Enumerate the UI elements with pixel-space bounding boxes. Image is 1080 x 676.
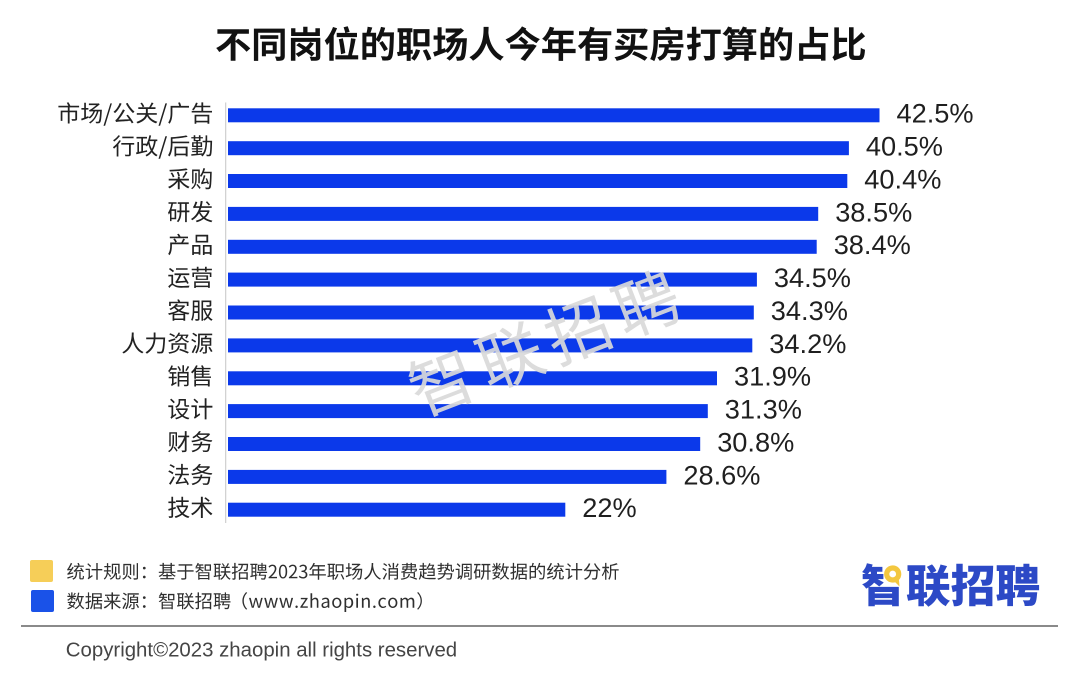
svg-text:22%: 22% [582, 492, 636, 523]
svg-text:31.3%: 31.3% [725, 394, 802, 425]
svg-text:28.6%: 28.6% [683, 459, 760, 490]
svg-text:38.5%: 38.5% [835, 196, 912, 227]
svg-text:42.5%: 42.5% [897, 98, 974, 129]
svg-text:34.2%: 34.2% [769, 328, 846, 359]
svg-text:30.8%: 30.8% [717, 426, 794, 457]
svg-text:40.4%: 40.4% [864, 163, 941, 194]
svg-text:38.4%: 38.4% [834, 229, 911, 260]
svg-text:34.3%: 34.3% [771, 295, 848, 326]
svg-text:31.9%: 31.9% [734, 361, 811, 392]
svg-text:Copyright©2023 zhaopin all rig: Copyright©2023 zhaopin all rights reserv… [66, 640, 457, 662]
svg-text:40.5%: 40.5% [866, 131, 943, 162]
svg-text:34.5%: 34.5% [774, 262, 851, 293]
